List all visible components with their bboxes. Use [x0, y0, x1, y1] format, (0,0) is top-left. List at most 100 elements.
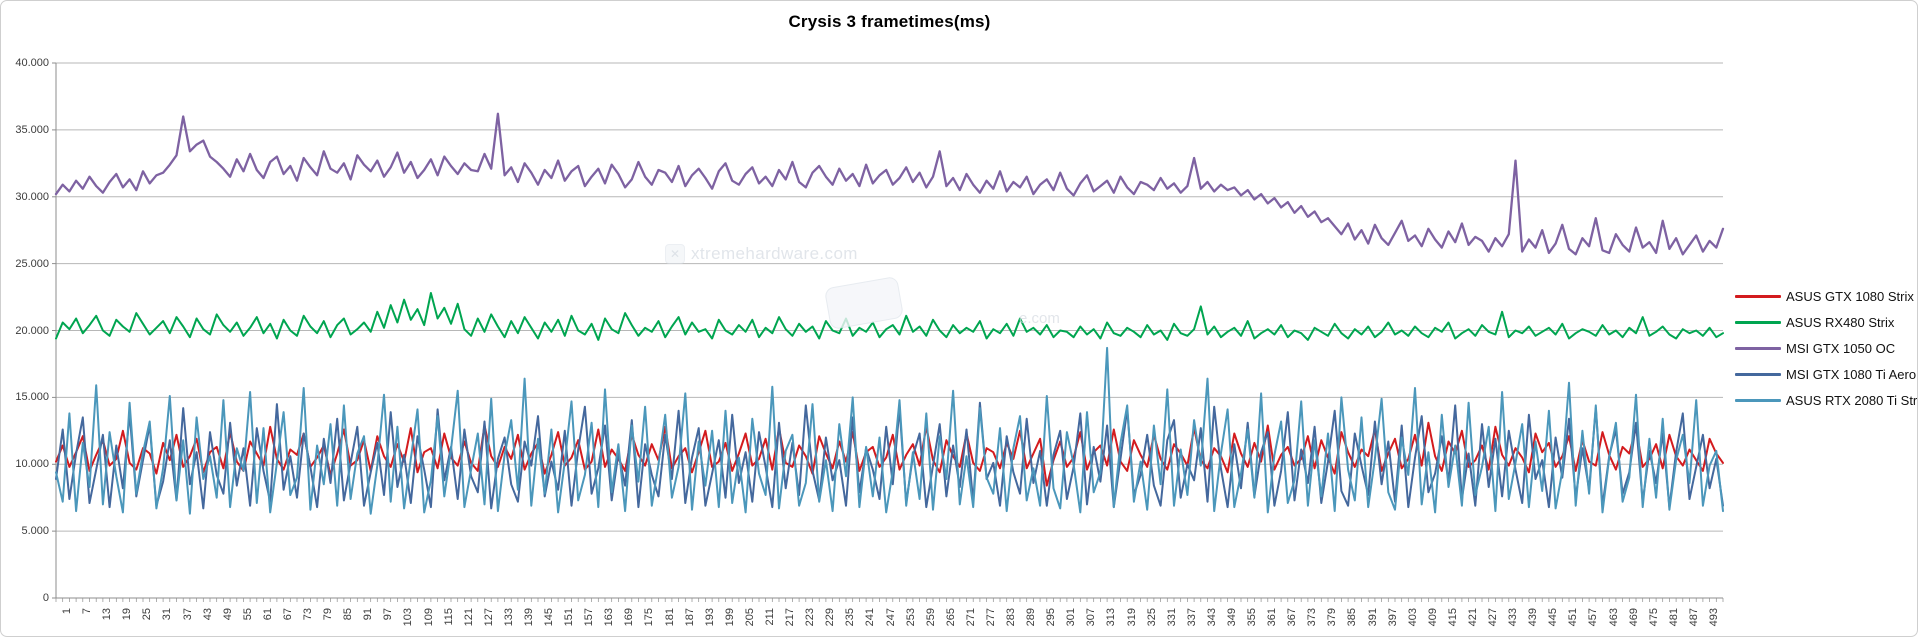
legend-item-gtx-1080-strix: ASUS GTX 1080 Strix	[1735, 283, 1917, 309]
x-axis-label: 127	[482, 608, 495, 627]
x-axis-label: 457	[1587, 608, 1600, 627]
x-axis-label: 61	[261, 608, 274, 621]
x-axis-label: 253	[904, 608, 917, 627]
x-axis-label: 223	[804, 608, 817, 627]
x-axis-label: 199	[723, 608, 736, 627]
x-axis-label: 175	[643, 608, 656, 627]
x-axis-label: 277	[984, 608, 997, 627]
x-axis-label: 493	[1707, 608, 1720, 627]
x-axis-label: 157	[583, 608, 596, 627]
x-axis-label: 145	[543, 608, 555, 627]
legend-swatch-darkblue	[1735, 372, 1781, 376]
x-axis-label: 391	[1366, 608, 1379, 627]
x-axis-label: 289	[1025, 608, 1037, 627]
x-axis-label: 37	[181, 608, 194, 621]
series-line-1	[55, 292, 1724, 341]
x-axis-label: 307	[1085, 608, 1098, 627]
x-axis-label: 247	[884, 608, 897, 627]
x-axis-label: 181	[663, 608, 676, 627]
x-axis-label: 313	[1105, 608, 1118, 627]
x-axis-label: 97	[382, 608, 395, 621]
x-axis-label: 7	[81, 608, 94, 615]
x-axis-label: 385	[1346, 608, 1359, 627]
x-axis-label: 133	[502, 608, 515, 627]
y-axis-label: 5.000	[21, 525, 49, 538]
x-axis-label: 1	[61, 608, 73, 615]
x-axis-label: 109	[422, 608, 435, 627]
x-axis-label: 337	[1185, 608, 1198, 627]
x-axis-label: 139	[522, 608, 535, 627]
x-axis-label: 55	[241, 608, 254, 621]
x-axis-label: 31	[161, 608, 174, 621]
x-axis-label: 25	[141, 608, 154, 621]
x-axis-label: 163	[603, 608, 616, 627]
x-axis-label: 355	[1246, 608, 1258, 627]
legend-label: ASUS RX480 Strix	[1786, 314, 1895, 330]
x-axis-label: 79	[322, 608, 335, 621]
x-axis-label: 397	[1386, 608, 1399, 627]
x-axis-label: 445	[1547, 608, 1560, 627]
x-axis-label: 121	[462, 608, 475, 627]
chart-title: Crysis 3 frametimes(ms)	[788, 12, 991, 31]
legend-swatch-green	[1735, 320, 1781, 324]
y-axis-label: 40.000	[15, 57, 49, 69]
x-axis-label: 259	[924, 608, 937, 627]
x-axis-label: 43	[201, 608, 214, 621]
y-axis-label: 0	[42, 592, 49, 604]
x-axis-label: 367	[1286, 608, 1299, 627]
x-axis-label: 295	[1045, 608, 1058, 627]
x-axis-label: 331	[1165, 608, 1178, 627]
legend-swatch-red	[1735, 294, 1781, 298]
x-axis-label: 205	[743, 608, 756, 627]
legend-item-gtx-1080-ti-aero: MSI GTX 1080 Ti Aero	[1735, 361, 1917, 387]
legend-item-rx480-strix: ASUS RX480 Strix	[1735, 309, 1917, 335]
x-axis-label: 85	[342, 608, 355, 621]
x-axis-label: 319	[1125, 608, 1138, 627]
x-axis-label: 151	[563, 608, 576, 627]
y-axis-label: 30.000	[15, 190, 49, 203]
legend-swatch-lightblue	[1735, 398, 1781, 402]
x-axis-label: 235	[844, 608, 857, 627]
x-axis-label: 91	[362, 608, 375, 621]
x-axis-label: 49	[221, 608, 234, 621]
legend-label: ASUS GTX 1080 Strix	[1786, 288, 1914, 304]
x-axis-label: 469	[1627, 608, 1640, 627]
series-line-4	[55, 346, 1724, 515]
x-axis-label: 169	[623, 608, 636, 627]
legend-item-rtx-2080-ti-strix: ASUS RTX 2080 Ti Strix	[1735, 387, 1918, 413]
x-axis-label: 409	[1426, 608, 1439, 627]
y-axis-label: 10.000	[15, 458, 49, 471]
x-axis-label: 73	[302, 608, 314, 621]
x-axis-label: 415	[1446, 608, 1459, 627]
x-axis-label: 421	[1466, 608, 1479, 627]
legend-item-gtx-1050-oc: MSI GTX 1050 OC	[1735, 335, 1917, 361]
series-line-2	[54, 112, 1725, 256]
x-axis-label: 343	[1205, 608, 1218, 627]
x-axis-label: 103	[402, 608, 415, 627]
x-axis-label: 451	[1567, 608, 1580, 627]
x-axis-label: 373	[1306, 608, 1319, 627]
x-axis-label: 271	[964, 608, 977, 627]
legend-label: MSI GTX 1080 Ti Aero	[1786, 366, 1917, 382]
x-axis-label: 283	[1005, 608, 1017, 627]
x-axis-label: 211	[764, 608, 776, 626]
x-axis-label: 481	[1667, 608, 1680, 627]
x-axis-label: 229	[824, 608, 837, 627]
x-axis-label: 265	[944, 608, 957, 627]
y-axis-label: 15.000	[15, 391, 49, 404]
x-axis-label: 433	[1507, 608, 1520, 627]
x-axis-label: 361	[1266, 608, 1279, 627]
x-axis-label: 115	[442, 608, 455, 626]
x-axis-label: 187	[683, 608, 696, 627]
legend-swatch-purple	[1735, 346, 1781, 350]
x-axis-label: 67	[281, 608, 294, 621]
x-axis-label: 13	[101, 608, 114, 621]
x-axis-label: 439	[1527, 608, 1540, 627]
y-axis-label: 25.000	[15, 257, 49, 270]
x-axis-label: 463	[1607, 608, 1620, 627]
legend-label: ASUS RTX 2080 Ti Strix	[1786, 392, 1918, 408]
x-axis-label: 301	[1065, 608, 1078, 627]
chart-legend: ASUS GTX 1080 Strix ASUS RX480 Strix MSI…	[1735, 283, 1918, 413]
